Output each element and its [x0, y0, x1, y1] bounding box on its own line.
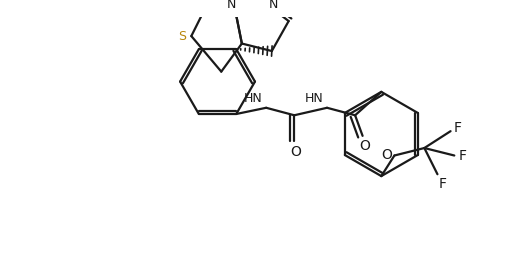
- Text: F: F: [454, 121, 462, 135]
- Text: F: F: [438, 176, 446, 191]
- Text: O: O: [359, 139, 370, 153]
- Text: S: S: [178, 30, 186, 43]
- Text: O: O: [381, 148, 392, 162]
- Text: N: N: [227, 0, 236, 11]
- Text: O: O: [291, 145, 301, 159]
- Text: F: F: [459, 148, 467, 162]
- Text: HN: HN: [244, 92, 263, 105]
- Text: N: N: [269, 0, 278, 11]
- Text: HN: HN: [304, 92, 323, 105]
